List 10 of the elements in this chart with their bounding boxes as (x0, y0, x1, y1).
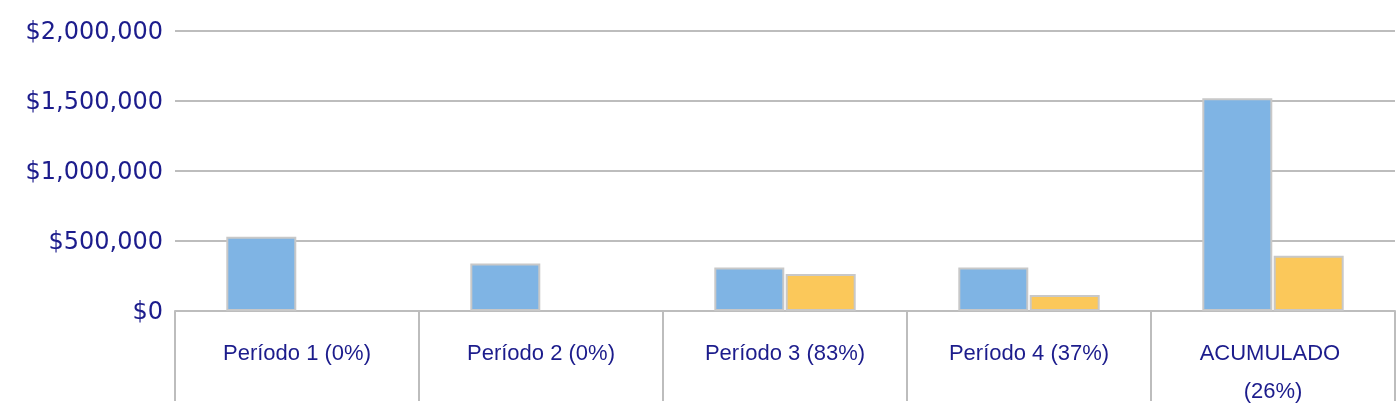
y-tick-label: $0 (132, 297, 163, 325)
y-tick-label: $2,000,000 (25, 17, 163, 45)
y-tick-label: $500,000 (48, 227, 163, 255)
x-tick-label: Período 1 (0%) (223, 339, 371, 365)
x-tick-label: Período 2 (0%) (467, 339, 615, 365)
y-tick-label: $1,000,000 (25, 157, 163, 185)
x-tick-label: ACUMULADO (26%) (1199, 339, 1347, 403)
x-tick-label: Período 4 (37%) (948, 339, 1110, 365)
x-tick-label: Período 3 (83%) (704, 339, 866, 365)
y-tick-label: $1,500,000 (25, 87, 163, 115)
